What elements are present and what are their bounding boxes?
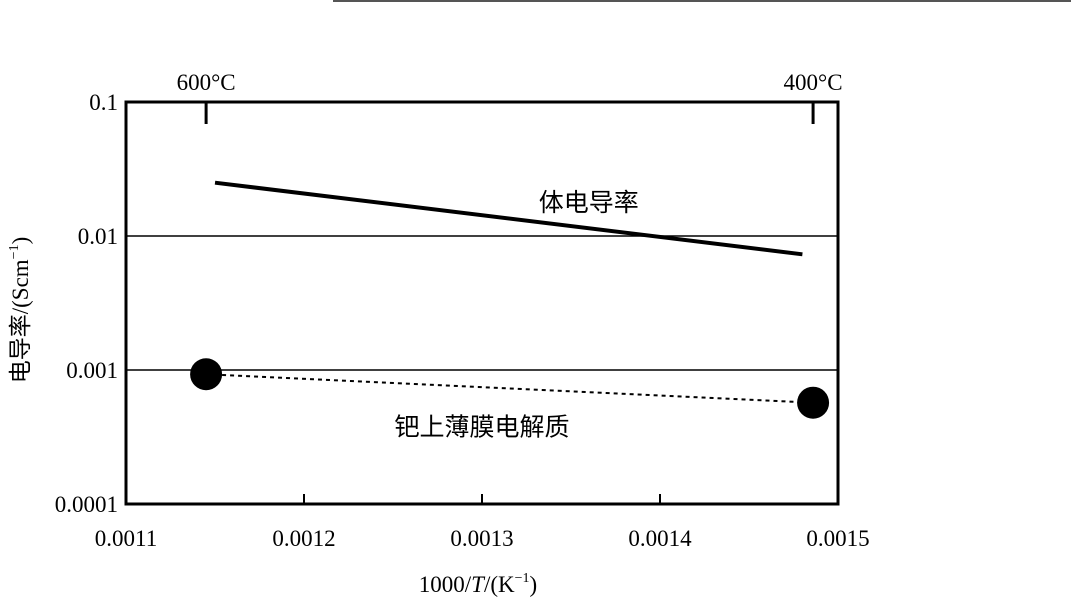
y-axis: 0.0001 0.001 0.01 0.1 xyxy=(55,90,118,517)
x-tick-label: 0.0013 xyxy=(450,526,513,551)
y-axis-title: 电导率/(Scm−1) xyxy=(7,237,33,384)
y-tick-label: 0.1 xyxy=(89,90,118,115)
y-axis-title-exponent: −1 xyxy=(7,244,22,259)
top-tick-label: 600°C xyxy=(177,70,236,95)
y-axis-title-main: 电导率/(Scm xyxy=(8,259,33,383)
x-axis-title-exponent: −1 xyxy=(515,571,530,586)
x-axis-title: 1000/T/(K−1) xyxy=(419,571,537,597)
data-point xyxy=(190,358,223,391)
y-tick-label: 0.01 xyxy=(78,224,118,249)
x-axis: 0.0011 0.0012 0.0013 0.0014 0.0015 xyxy=(95,494,870,551)
x-tick-label: 0.0015 xyxy=(806,526,869,551)
series-annotation: 钯上薄膜电解质 xyxy=(394,412,569,441)
x-axis-title-close: ) xyxy=(530,572,538,597)
data-point xyxy=(797,386,830,419)
x-axis-title-unit: /(K xyxy=(484,572,515,597)
top-temperature-axis: 600°C 400°C xyxy=(177,70,843,124)
series-line xyxy=(206,373,814,404)
y-axis-title-close: ) xyxy=(8,237,33,245)
series-layer xyxy=(190,180,830,419)
series-line xyxy=(214,180,803,257)
x-tick-label: 0.0011 xyxy=(95,526,157,551)
x-axis-title-variable: T xyxy=(471,572,486,597)
top-tick-label: 400°C xyxy=(784,70,843,95)
x-tick-label: 0.0012 xyxy=(272,526,335,551)
grid-lines xyxy=(126,235,838,371)
y-tick-label: 0.001 xyxy=(66,358,118,383)
series-annotation: 体电导率 xyxy=(539,188,639,217)
x-axis-title-prefix: 1000/ xyxy=(419,572,472,597)
x-tick-label: 0.0014 xyxy=(628,526,692,551)
plot-frame xyxy=(124,100,840,506)
y-tick-label: 0.0001 xyxy=(55,492,118,517)
